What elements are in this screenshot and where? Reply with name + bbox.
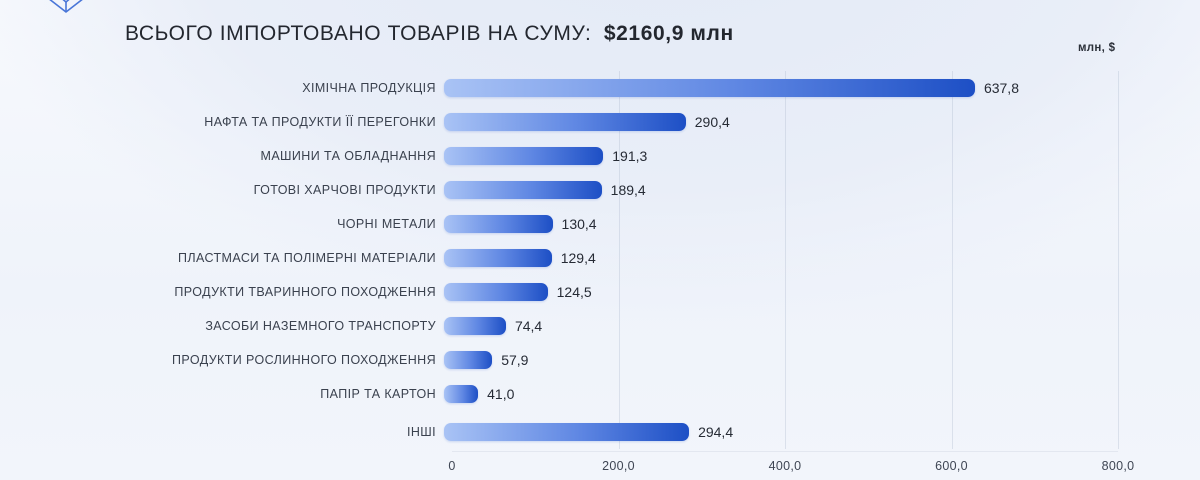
category-label: ХІМІЧНА ПРОДУКЦІЯ — [302, 81, 436, 95]
bar — [444, 113, 686, 131]
import-bar-chart: ХІМІЧНА ПРОДУКЦІЯ 637,8 НАФТА ТА ПРОДУКТ… — [132, 71, 1142, 477]
category-label: ЗАСОБИ НАЗЕМНОГО ТРАНСПОРТУ — [205, 319, 436, 333]
bar-value: 191,3 — [612, 148, 648, 164]
bar-area: 129,4 — [444, 241, 1110, 275]
bar-row: ЗАСОБИ НАЗЕМНОГО ТРАНСПОРТУ 74,4 — [132, 309, 1142, 343]
bar-value: 294,4 — [698, 424, 734, 440]
cube-logo-icon — [33, 0, 99, 18]
bar — [444, 249, 552, 267]
bar-area: 41,0 — [444, 377, 1110, 411]
bar-rows: ХІМІЧНА ПРОДУКЦІЯ 637,8 НАФТА ТА ПРОДУКТ… — [132, 71, 1142, 449]
bar-row: ЧОРНІ МЕТАЛИ 130,4 — [132, 207, 1142, 241]
page-title: ВСЬОГО ІМПОРТОВАНО ТОВАРІВ НА СУМУ: $216… — [125, 22, 734, 46]
bar-value: 57,9 — [501, 352, 529, 368]
bar-value: 74,4 — [514, 318, 543, 334]
title-total-value: $2160,9 млн — [603, 22, 734, 45]
bar — [444, 385, 479, 403]
x-axis-tick-label: 800,0 — [1101, 459, 1135, 473]
bar-area: 637,8 — [444, 71, 1110, 105]
bar-row: НАФТА ТА ПРОДУКТИ ЇЇ ПЕРЕГОНКИ 290,4 — [132, 105, 1142, 139]
bar-value: 130,4 — [561, 216, 597, 232]
bar-value: 189,4 — [610, 182, 646, 198]
bar — [444, 215, 553, 233]
category-label: МАШИНИ ТА ОБЛАДНАННЯ — [260, 149, 436, 163]
bar-row: ПАПІР ТА КАРТОН 41,0 — [132, 377, 1142, 411]
bar-value: 129,4 — [560, 250, 596, 266]
bar — [444, 181, 602, 199]
bar-row: ПРОДУКТИ РОСЛИННОГО ПОХОДЖЕННЯ 57,9 — [132, 343, 1142, 377]
bar-row: ІНШІ 294,4 — [132, 415, 1142, 449]
bar — [444, 351, 493, 369]
bar — [444, 79, 975, 97]
bar-area: 74,4 — [444, 309, 1110, 343]
x-axis-tick-label: 200,0 — [602, 459, 635, 473]
category-label: ПАПІР ТА КАРТОН — [320, 387, 436, 401]
bar — [444, 423, 690, 441]
bar-value: 41,0 — [487, 386, 515, 402]
bar — [444, 283, 548, 301]
title-text: ВСЬОГО ІМПОРТОВАНО ТОВАРІВ НА СУМУ: — [125, 22, 592, 45]
bar-row: МАШИНИ ТА ОБЛАДНАННЯ 191,3 — [132, 139, 1142, 173]
x-axis-tick-label: 600,0 — [935, 459, 968, 473]
category-label: ПРОДУКТИ ТВАРИННОГО ПОХОДЖЕННЯ — [174, 285, 436, 299]
bar — [444, 317, 506, 335]
category-label: НАФТА ТА ПРОДУКТИ ЇЇ ПЕРЕГОНКИ — [204, 115, 436, 129]
bar-area: 57,9 — [444, 343, 1110, 377]
bar-value: 637,8 — [983, 80, 1019, 96]
bar — [444, 147, 604, 165]
bar-row: ПЛАСТМАСИ ТА ПОЛІМЕРНІ МАТЕРІАЛИ 129,4 — [132, 241, 1142, 275]
category-label: ГОТОВІ ХАРЧОВІ ПРОДУКТИ — [253, 183, 436, 197]
x-axis-tick-label: 0 — [448, 459, 456, 473]
axis-unit-label: млн, $ — [1078, 42, 1116, 54]
category-label: ЧОРНІ МЕТАЛИ — [337, 217, 436, 231]
category-label: ПЛАСТМАСИ ТА ПОЛІМЕРНІ МАТЕРІАЛИ — [178, 251, 436, 265]
bar-area: 290,4 — [444, 105, 1110, 139]
bar-value: 124,5 — [556, 284, 592, 300]
bar-row: ГОТОВІ ХАРЧОВІ ПРОДУКТИ 189,4 — [132, 173, 1142, 207]
x-axis: 0 200,0 400,0 600,0 800,0 — [448, 451, 1134, 477]
category-label: ПРОДУКТИ РОСЛИННОГО ПОХОДЖЕННЯ — [172, 353, 436, 367]
category-label: ІНШІ — [406, 425, 436, 439]
bar-area: 124,5 — [444, 275, 1110, 309]
bar-area: 191,3 — [444, 139, 1110, 173]
bar-area: 189,4 — [444, 173, 1110, 207]
bar-area: 294,4 — [444, 415, 1110, 449]
bar-row: ХІМІЧНА ПРОДУКЦІЯ 637,8 — [132, 71, 1142, 105]
bar-area: 130,4 — [444, 207, 1110, 241]
bar-value: 290,4 — [694, 114, 730, 130]
bar-row: ПРОДУКТИ ТВАРИННОГО ПОХОДЖЕННЯ 124,5 — [132, 275, 1142, 309]
x-axis-tick-label: 400,0 — [768, 459, 802, 473]
